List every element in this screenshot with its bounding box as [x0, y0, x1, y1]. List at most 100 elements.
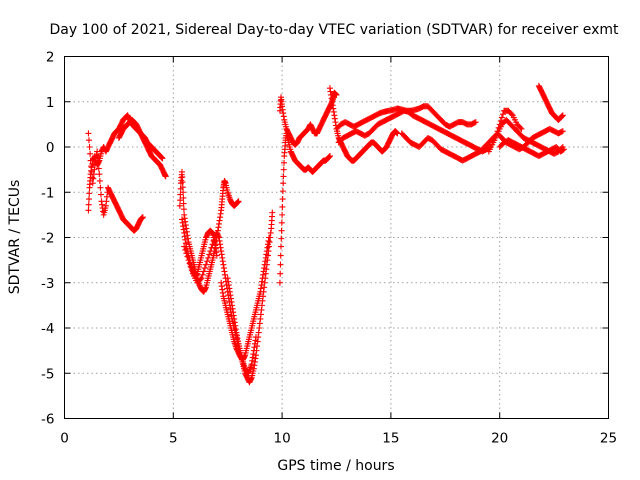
- data-point: [159, 155, 166, 162]
- data-point: [472, 119, 479, 126]
- data-point: [180, 189, 187, 196]
- data-point: [277, 270, 284, 277]
- data-point: [560, 146, 567, 153]
- data-point: [206, 251, 213, 258]
- data-point: [85, 130, 92, 137]
- data-point: [499, 111, 506, 118]
- data-point: [277, 261, 284, 268]
- data-point: [280, 166, 287, 173]
- data-point: [280, 173, 287, 180]
- data-point: [85, 201, 92, 208]
- data-point: [86, 144, 93, 150]
- data-point: [85, 196, 92, 203]
- data-point: [188, 267, 195, 274]
- data-point: [252, 334, 259, 341]
- data-point: [559, 112, 566, 119]
- data-point: [471, 119, 478, 126]
- data-point: [210, 237, 217, 244]
- data-markers: [85, 82, 567, 386]
- data-point: [558, 128, 565, 135]
- data-point: [197, 276, 204, 283]
- series-arc4: [176, 168, 242, 295]
- data-point: [280, 180, 287, 187]
- data-point: [180, 206, 187, 213]
- data-point: [204, 258, 211, 265]
- data-point: [177, 197, 184, 204]
- data-point: [278, 235, 285, 242]
- data-point: [199, 271, 206, 278]
- series-arc12: [333, 103, 479, 132]
- data-point: [279, 203, 286, 210]
- x-tick-label: 20: [491, 431, 508, 447]
- data-point: [97, 184, 104, 191]
- data-point: [201, 265, 208, 272]
- axis-ticks: 0 5 10 15 20 25 -6 -5 -4 -3 -2 -1 0 1 2: [41, 50, 617, 447]
- data-point: [186, 260, 193, 267]
- data-point: [97, 191, 104, 198]
- y-tick-label: 1: [46, 95, 55, 111]
- data-point: [235, 198, 242, 205]
- data-point: [208, 244, 215, 251]
- y-tick-label: 2: [46, 50, 55, 66]
- data-point: [209, 241, 216, 248]
- data-point: [266, 234, 273, 241]
- data-point: [269, 209, 276, 216]
- data-point: [278, 219, 285, 226]
- data-point: [202, 261, 209, 268]
- y-tick-label: -2: [41, 231, 54, 247]
- x-axis-label: GPS time / hours: [277, 458, 394, 474]
- data-point: [87, 150, 94, 157]
- data-point: [508, 111, 515, 118]
- data-point: [180, 200, 187, 207]
- data-point: [85, 137, 92, 144]
- data-point: [180, 194, 187, 201]
- data-point: [278, 227, 285, 234]
- data-point: [333, 91, 340, 98]
- y-tick-label: -5: [41, 366, 54, 382]
- data-point: [85, 207, 92, 214]
- data-point: [207, 248, 214, 255]
- data-point: [560, 146, 567, 153]
- data-point: [277, 252, 284, 259]
- series-arc3: [115, 116, 166, 162]
- data-point: [96, 177, 103, 184]
- y-tick-label: -3: [41, 276, 54, 292]
- series-arc17: [496, 137, 567, 160]
- x-tick-label: 15: [382, 431, 399, 447]
- x-tick-label: 0: [60, 431, 69, 447]
- x-tick-label: 25: [600, 431, 617, 447]
- data-point: [518, 125, 525, 132]
- data-point: [517, 124, 524, 131]
- data-point: [181, 243, 188, 250]
- series-arc8: [224, 275, 259, 377]
- data-point: [498, 114, 505, 121]
- data-point: [279, 211, 286, 218]
- data-point: [559, 128, 566, 135]
- data-point: [182, 246, 189, 253]
- data-point: [179, 168, 186, 175]
- y-tick-label: -1: [41, 185, 54, 201]
- series-arc9: [276, 130, 333, 286]
- data-point: [179, 179, 186, 186]
- data-point: [187, 263, 194, 270]
- data-point: [326, 153, 333, 160]
- chart-title: Day 100 of 2021, Sidereal Day-to-day VTE…: [50, 22, 620, 38]
- data-point: [162, 173, 169, 180]
- series-arc13: [335, 107, 525, 155]
- y-axis-label: SDTVAR / TECUs: [7, 180, 23, 295]
- series-arc2: [85, 112, 169, 214]
- series-arc10: [276, 89, 340, 148]
- x-tick-label: 10: [274, 431, 291, 447]
- data-point: [86, 190, 93, 197]
- y-tick-label: -4: [41, 321, 54, 337]
- series-arc1: [85, 130, 146, 234]
- data-point: [185, 257, 192, 264]
- series-arc7: [218, 234, 273, 363]
- series-arc16: [535, 82, 566, 123]
- data-point: [205, 254, 212, 261]
- x-tick-label: 5: [169, 431, 178, 447]
- data-point: [279, 188, 286, 195]
- data-point: [95, 165, 102, 172]
- data-point: [179, 173, 186, 180]
